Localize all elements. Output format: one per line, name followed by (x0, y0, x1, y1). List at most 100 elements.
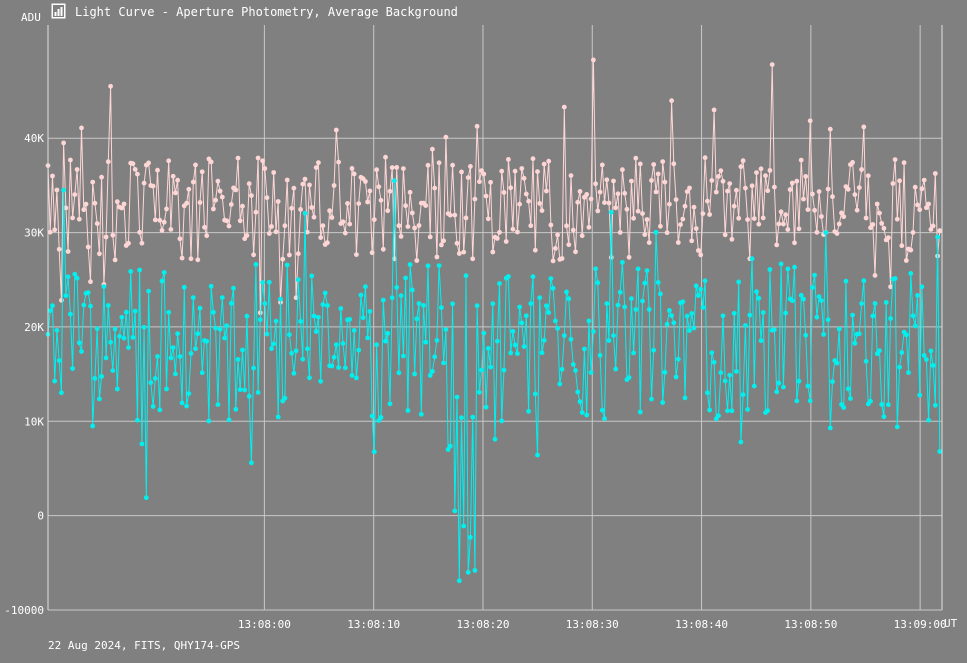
data-point (821, 332, 826, 337)
data-point (932, 402, 938, 408)
data-point (633, 307, 639, 312)
data-point (407, 262, 413, 267)
data-point (401, 353, 406, 359)
data-point (126, 345, 131, 350)
data-point (856, 185, 862, 191)
data-point (608, 209, 614, 215)
data-point (443, 134, 449, 140)
data-point (470, 414, 476, 420)
data-point (81, 207, 87, 213)
data-point (161, 219, 167, 225)
data-point (52, 378, 58, 384)
data-point (637, 161, 643, 167)
data-point (517, 201, 522, 207)
data-point (702, 155, 708, 161)
data-point (754, 289, 759, 295)
data-point (224, 218, 230, 224)
data-point (481, 330, 487, 336)
data-point (447, 212, 453, 218)
data-point (653, 189, 659, 195)
data-point (555, 232, 560, 238)
data-point (698, 286, 704, 292)
data-point (705, 198, 710, 204)
data-point (515, 229, 520, 235)
data-point (436, 160, 442, 166)
data-point (655, 171, 661, 177)
data-point (622, 304, 628, 310)
data-point (179, 255, 185, 261)
data-point (635, 208, 641, 214)
data-point (526, 198, 531, 204)
data-point (912, 323, 918, 329)
data-point (244, 313, 250, 319)
data-point (667, 308, 672, 313)
data-point (430, 369, 435, 374)
data-point (164, 206, 169, 212)
data-point (202, 224, 207, 230)
data-point (519, 320, 525, 326)
data-point (734, 369, 739, 374)
data-point (870, 222, 876, 227)
data-point (101, 284, 107, 289)
data-point (785, 227, 791, 232)
data-point (126, 240, 131, 246)
data-point (577, 399, 583, 405)
data-point (678, 222, 683, 228)
data-point (414, 258, 420, 263)
data-point (313, 329, 319, 334)
data-point (56, 358, 62, 363)
x-tick-label: 13:08:40 (675, 618, 728, 631)
x-tick-label: 13:09:00 (894, 618, 947, 631)
data-point (823, 230, 829, 236)
data-point (776, 221, 782, 227)
data-point (564, 289, 569, 295)
data-point (794, 178, 800, 184)
data-point (50, 173, 55, 179)
data-point (816, 189, 822, 195)
data-point (110, 368, 116, 373)
data-point (349, 166, 355, 171)
data-point (575, 199, 581, 205)
data-point (879, 221, 885, 226)
data-point (79, 125, 84, 131)
data-point (693, 283, 699, 289)
data-point (130, 335, 136, 340)
data-point (915, 293, 920, 298)
data-point (928, 227, 934, 232)
x-tick-label: 13:08:10 (347, 618, 400, 631)
data-point (499, 418, 505, 424)
data-point (751, 383, 757, 389)
data-point (219, 295, 225, 300)
data-point (698, 252, 704, 258)
data-point (463, 215, 469, 221)
data-point (859, 167, 864, 172)
data-point (139, 240, 145, 246)
data-point (349, 373, 355, 378)
data-point (255, 155, 261, 161)
chart-window-icon[interactable] (51, 3, 66, 19)
data-point (872, 273, 878, 278)
data-point (262, 166, 268, 171)
data-point (168, 227, 174, 232)
data-point (539, 350, 545, 356)
data-point (825, 317, 831, 323)
data-point (687, 328, 692, 333)
data-point (897, 178, 902, 184)
data-point (763, 173, 768, 179)
data-point (830, 379, 835, 385)
data-point (604, 301, 610, 306)
data-point (59, 297, 64, 303)
data-point (792, 264, 797, 270)
data-point (879, 402, 885, 407)
data-point (166, 309, 172, 315)
x-axis-label: UT (944, 617, 958, 630)
data-point (586, 224, 592, 230)
data-point (282, 223, 288, 229)
data-point (707, 407, 712, 413)
data-point (861, 278, 867, 284)
data-point (584, 192, 590, 197)
data-point (646, 307, 652, 312)
data-point (425, 263, 431, 269)
x-tick-label: 13:08:30 (566, 618, 619, 631)
data-point (479, 367, 484, 373)
